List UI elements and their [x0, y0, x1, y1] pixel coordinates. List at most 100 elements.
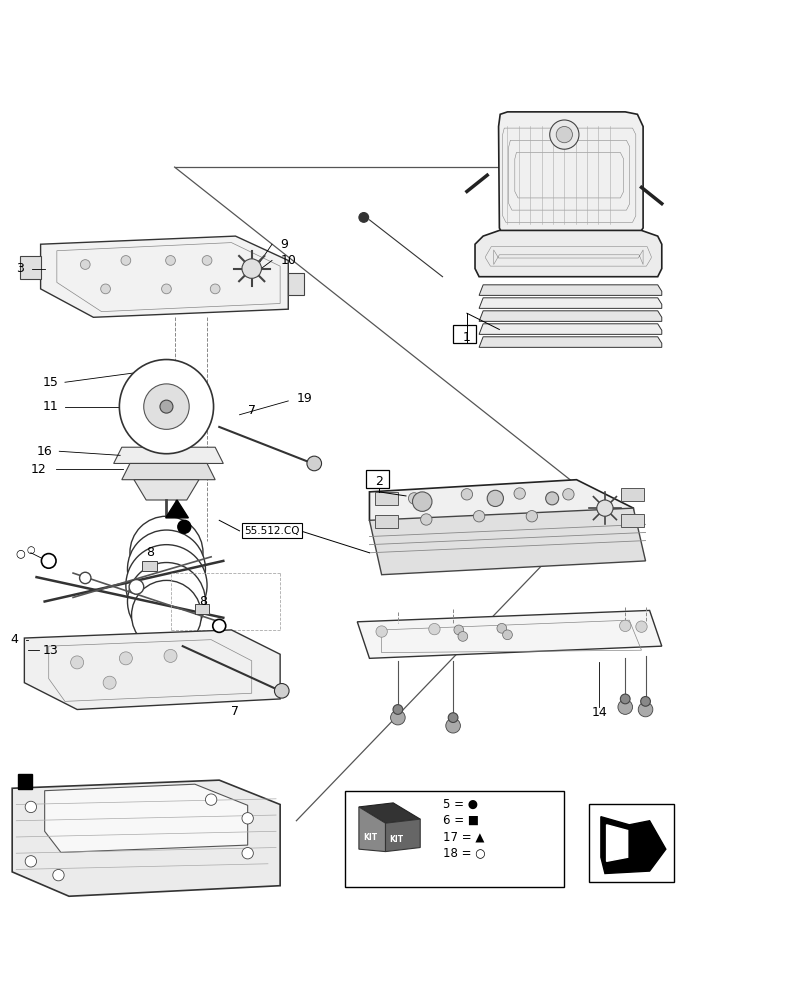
- Circle shape: [617, 700, 632, 714]
- Circle shape: [161, 284, 171, 294]
- Polygon shape: [600, 817, 665, 874]
- Text: 4: 4: [11, 633, 19, 646]
- Text: 7: 7: [231, 705, 239, 718]
- Text: 15: 15: [42, 376, 58, 389]
- Text: 1: 1: [462, 331, 470, 344]
- Circle shape: [25, 856, 36, 867]
- Polygon shape: [375, 492, 397, 505]
- Text: 8: 8: [199, 595, 207, 608]
- Text: 10: 10: [280, 254, 296, 267]
- Polygon shape: [474, 230, 661, 277]
- Circle shape: [448, 713, 457, 722]
- Circle shape: [242, 813, 253, 824]
- Polygon shape: [24, 630, 280, 709]
- Circle shape: [545, 492, 558, 505]
- Text: 9: 9: [280, 238, 288, 251]
- Circle shape: [127, 563, 205, 640]
- Text: KIT: KIT: [388, 835, 403, 844]
- Circle shape: [562, 489, 573, 500]
- Polygon shape: [478, 324, 661, 334]
- Circle shape: [461, 489, 472, 500]
- Circle shape: [473, 511, 484, 522]
- Circle shape: [131, 580, 201, 650]
- Polygon shape: [357, 610, 661, 658]
- Polygon shape: [375, 515, 397, 528]
- Text: 11: 11: [42, 400, 58, 413]
- Text: 2: 2: [375, 475, 383, 488]
- Circle shape: [549, 120, 578, 149]
- Text: ○: ○: [15, 548, 25, 558]
- Bar: [142, 561, 157, 571]
- Circle shape: [126, 545, 207, 626]
- Circle shape: [393, 705, 402, 714]
- Circle shape: [375, 626, 387, 637]
- Text: KIT: KIT: [363, 833, 376, 842]
- Circle shape: [119, 652, 132, 665]
- Circle shape: [53, 869, 64, 881]
- Circle shape: [210, 284, 220, 294]
- Polygon shape: [122, 463, 215, 480]
- Circle shape: [25, 801, 36, 813]
- Bar: [453, 325, 475, 343]
- Circle shape: [121, 256, 131, 265]
- Circle shape: [160, 400, 173, 413]
- Circle shape: [502, 630, 512, 640]
- Circle shape: [41, 554, 56, 568]
- Circle shape: [163, 367, 169, 373]
- Text: 5 = ●: 5 = ●: [442, 798, 477, 811]
- Circle shape: [159, 363, 174, 377]
- Bar: [195, 604, 209, 614]
- Polygon shape: [620, 514, 643, 527]
- Text: 17 = ▲: 17 = ▲: [442, 830, 483, 843]
- Bar: [366, 470, 388, 488]
- Polygon shape: [114, 447, 223, 463]
- Circle shape: [390, 710, 405, 725]
- Circle shape: [103, 676, 116, 689]
- Polygon shape: [369, 508, 645, 575]
- Circle shape: [79, 572, 91, 584]
- Circle shape: [526, 511, 537, 522]
- Circle shape: [635, 621, 646, 632]
- Circle shape: [619, 620, 630, 632]
- Polygon shape: [41, 236, 288, 317]
- Circle shape: [453, 625, 463, 635]
- Text: 8: 8: [146, 546, 154, 559]
- Polygon shape: [358, 807, 385, 852]
- Circle shape: [144, 384, 189, 429]
- Polygon shape: [134, 480, 199, 500]
- Bar: [588, 804, 673, 882]
- Text: 13: 13: [42, 644, 58, 657]
- Circle shape: [101, 284, 110, 294]
- Circle shape: [408, 493, 419, 504]
- Text: 18 = ○: 18 = ○: [442, 847, 484, 860]
- Polygon shape: [369, 480, 633, 547]
- Circle shape: [556, 126, 572, 143]
- Circle shape: [274, 684, 289, 698]
- Circle shape: [307, 456, 321, 471]
- Text: 6 = ■: 6 = ■: [442, 814, 478, 827]
- Circle shape: [640, 697, 650, 706]
- Polygon shape: [478, 337, 661, 347]
- Polygon shape: [288, 273, 304, 295]
- Circle shape: [513, 488, 525, 499]
- Bar: [18, 774, 32, 789]
- Text: 16: 16: [36, 445, 53, 458]
- Text: 14: 14: [590, 706, 607, 719]
- Circle shape: [596, 500, 612, 516]
- Circle shape: [420, 514, 431, 525]
- Circle shape: [620, 694, 629, 704]
- Circle shape: [119, 360, 213, 454]
- Text: 7: 7: [247, 404, 255, 417]
- Circle shape: [164, 649, 177, 662]
- Polygon shape: [20, 256, 41, 279]
- Circle shape: [637, 702, 652, 717]
- Polygon shape: [478, 285, 661, 295]
- Text: 19: 19: [296, 392, 312, 405]
- Circle shape: [412, 492, 431, 511]
- Polygon shape: [606, 825, 627, 861]
- Circle shape: [445, 718, 460, 733]
- Polygon shape: [165, 500, 188, 518]
- Circle shape: [178, 520, 191, 533]
- Circle shape: [202, 256, 212, 265]
- Text: 55.512.CQ: 55.512.CQ: [244, 526, 299, 536]
